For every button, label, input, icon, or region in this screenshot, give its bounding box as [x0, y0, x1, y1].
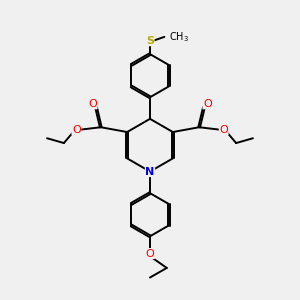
Text: CH$_3$: CH$_3$ — [169, 30, 189, 44]
Text: N: N — [146, 167, 154, 177]
Text: S: S — [146, 36, 154, 46]
Text: O: O — [219, 124, 228, 135]
Text: O: O — [88, 99, 97, 109]
Text: O: O — [72, 124, 81, 135]
Text: O: O — [203, 99, 212, 109]
Text: O: O — [146, 248, 154, 259]
